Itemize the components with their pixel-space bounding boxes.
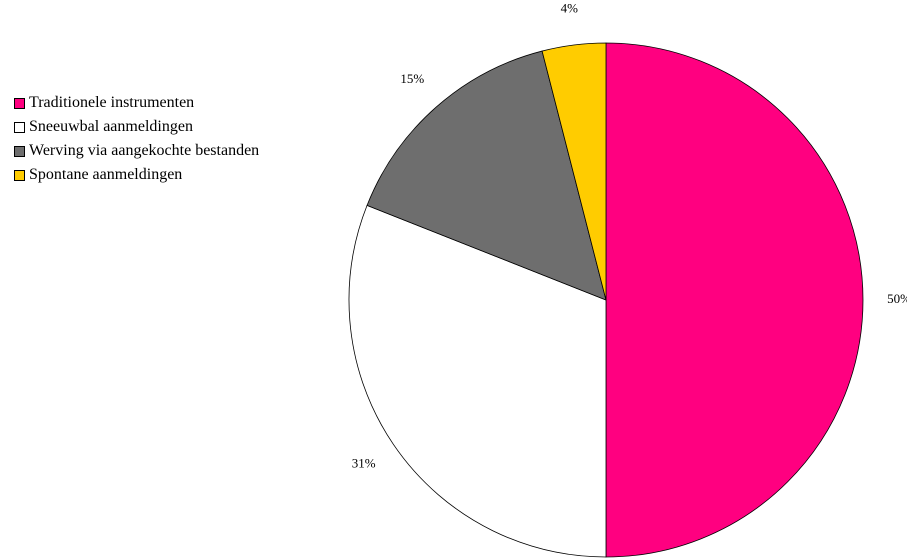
pie-slices [348, 42, 864, 558]
legend-swatch [14, 97, 25, 109]
pie-value-label: 15% [400, 71, 424, 86]
legend-item: Spontane aanmeldingen [14, 163, 259, 187]
legend-swatch [14, 145, 25, 157]
pie-value-label: 31% [352, 456, 376, 471]
legend-label: Sneeuwbal aanmeldingen [29, 118, 193, 135]
pie-slice-sneeuwbal-aanmeldingen [348, 204, 607, 558]
legend-item: Sneeuwbal aanmeldingen [14, 115, 259, 139]
legend-label: Traditionele instrumenten [29, 94, 195, 111]
legend-swatch [14, 169, 25, 181]
pie-slice-spontane-aanmeldingen [541, 42, 607, 301]
pie-value-label: 4% [561, 0, 579, 15]
legend-item: Werving via aangekochte bestanden [14, 139, 259, 163]
legend-swatch [14, 121, 25, 133]
legend: Traditionele instrumenten Sneeuwbal aanm… [14, 91, 259, 187]
pie-slice-werving-via-aangekochte-bestanden [366, 50, 607, 301]
pie-value-labels: 50% 31% 15% 4% [352, 0, 907, 470]
legend-item: Traditionele instrumenten [14, 91, 259, 115]
pie-value-label: 50% [887, 291, 907, 306]
pie-slice-traditionele-instrumenten [605, 42, 864, 558]
legend-label: Spontane aanmeldingen [29, 166, 183, 183]
legend-label: Werving via aangekochte bestanden [29, 142, 260, 159]
